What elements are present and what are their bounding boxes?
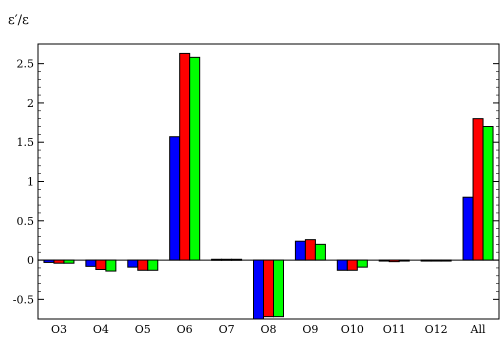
bar: [221, 258, 233, 261]
bar: [169, 136, 181, 261]
y-tick-label: 2.5: [17, 58, 35, 71]
x-tick-label: All: [470, 323, 486, 336]
y-tick-label: 1.5: [17, 136, 35, 149]
bar: [273, 259, 284, 318]
bar: [95, 259, 107, 271]
x-tick-label: O9: [302, 323, 318, 336]
bar: [482, 126, 494, 261]
bar: [430, 259, 442, 262]
bar: [63, 259, 75, 264]
bar: [179, 52, 191, 261]
bar: [398, 259, 410, 262]
x-tick-label: O3: [51, 323, 67, 336]
x-tick-label: O6: [177, 323, 193, 336]
bar: [356, 259, 368, 268]
bars-group: [43, 52, 494, 320]
bar: [263, 259, 274, 318]
bar: [472, 118, 484, 261]
bar: [294, 240, 306, 261]
x-tick-label: O7: [219, 323, 235, 336]
x-tick-label: O4: [93, 323, 109, 336]
bar: [147, 259, 159, 271]
bar: [314, 243, 326, 261]
bar: [231, 258, 243, 261]
bar: [346, 259, 358, 271]
bar: [378, 259, 390, 262]
bar: [462, 196, 474, 261]
bar: [388, 259, 400, 263]
bar: [253, 259, 264, 320]
y-tick-label: -0.5: [13, 293, 34, 306]
x-tick-label: O5: [135, 323, 151, 336]
bar: [85, 259, 97, 267]
y-tick-label: 1: [27, 176, 34, 189]
bar: [43, 259, 55, 263]
bar: [336, 259, 348, 271]
x-tick-label: O12: [425, 323, 448, 336]
bar: [105, 259, 117, 272]
bar: [127, 259, 139, 268]
y-tick-label: 0: [27, 254, 34, 267]
bar: [420, 259, 432, 262]
bar: [304, 239, 316, 261]
x-axis-ticks: O3 O4 O5 O6 O7 O8 O9 O10 O11 O12 All: [51, 323, 486, 336]
y-axis-label: ε′/ε: [8, 13, 29, 28]
x-tick-label: O8: [260, 323, 276, 336]
bar: [137, 259, 149, 271]
x-tick-label: O11: [383, 323, 406, 336]
x-tick-label: O10: [341, 323, 364, 336]
bar: [189, 56, 201, 261]
bar: [440, 259, 452, 262]
y-tick-label: 0.5: [17, 215, 35, 228]
y-tick-label: 2: [27, 97, 34, 110]
bar: [53, 259, 65, 264]
bar: [211, 258, 223, 261]
y-axis-ticks: -0.5 0 0.5 1 1.5 2 2.5: [13, 58, 499, 306]
